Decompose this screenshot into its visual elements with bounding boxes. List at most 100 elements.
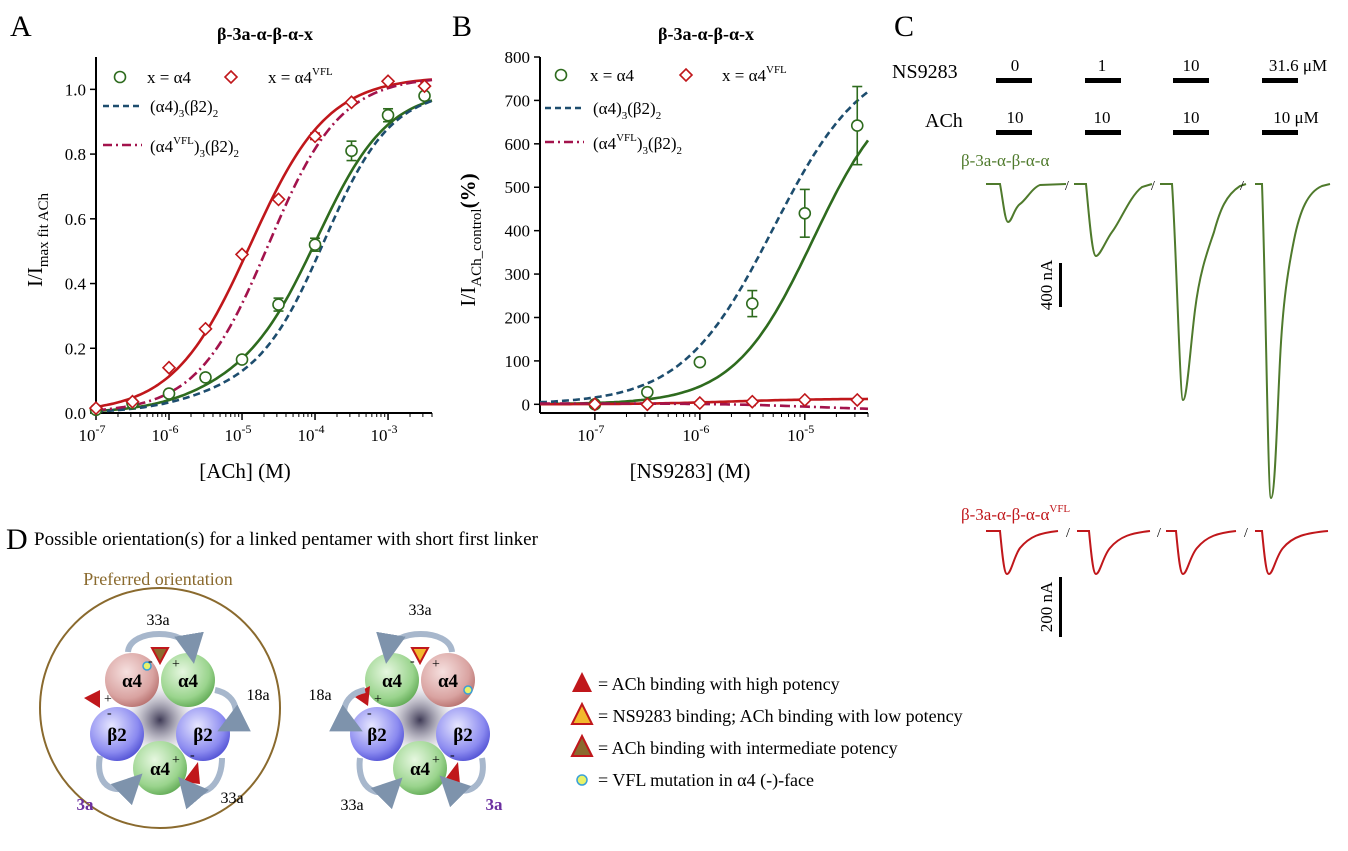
scale-bar-400na bbox=[1059, 263, 1062, 307]
subunit-label: α4 bbox=[122, 671, 143, 692]
linker-label: 33a bbox=[408, 602, 431, 619]
legend-a-x-a4: x = α4 bbox=[147, 68, 191, 87]
panel-a-legend: x = α4 x = α4VFL (α4)3(β2)2 (α4VFL)3(β2)… bbox=[103, 66, 333, 160]
panel-b-xlabel: [NS9283] (M) bbox=[630, 459, 751, 483]
subunit-b2-right-left bbox=[350, 707, 404, 761]
ns-value-0: 0 bbox=[1011, 56, 1020, 75]
panel-d-legend: = ACh binding with high potency = NS9283… bbox=[570, 672, 963, 791]
current-trace-wt bbox=[986, 183, 1331, 500]
subunit-label: β2 bbox=[453, 725, 473, 746]
panel-d-title: Possible orientation(s) for a linked pen… bbox=[34, 529, 539, 550]
subunit-a4-right-bottom bbox=[393, 741, 447, 795]
legend-d-item-1: = NS9283 binding; ACh binding with low p… bbox=[598, 706, 963, 726]
subunit-label: β2 bbox=[107, 725, 127, 746]
subunit-a4-left-bottom bbox=[133, 741, 187, 795]
panel-c-ach-label: ACh bbox=[925, 110, 963, 132]
legend-d-item-3: = VFL mutation in α4 (-)-face bbox=[598, 770, 814, 791]
data-point-diamond bbox=[797, 392, 812, 408]
ns-bar-2 bbox=[1173, 78, 1209, 83]
y-tick-label: 0.4 bbox=[65, 275, 87, 294]
linker-arrow-bottom-right bbox=[439, 757, 486, 808]
panel-a-title: β-3a-α-β-α-x bbox=[217, 24, 313, 44]
ach-value-2: 10 bbox=[1183, 108, 1200, 127]
linker-arrow-top bbox=[376, 631, 455, 664]
minus-sign: - bbox=[190, 748, 195, 763]
x-tick-label: 10-5 bbox=[225, 422, 252, 445]
data-point-diamond bbox=[88, 401, 104, 416]
data-point-diamond bbox=[234, 247, 250, 262]
panel-b-letter: B bbox=[452, 10, 472, 43]
data-point-diamond bbox=[271, 192, 286, 207]
panel-a: A β-3a-α-β-α-x 0.0 0.2 0.4 0.6 0.8 1.0 10-7 10-… bbox=[10, 10, 433, 483]
linker-arrow-bottom-left bbox=[96, 755, 143, 806]
data-point-circle bbox=[235, 353, 249, 366]
data-point-circle bbox=[308, 238, 322, 252]
x-tick-label: 10-6 bbox=[152, 422, 179, 445]
subunit-label: β2 bbox=[367, 725, 387, 746]
scale-bar-400na-label: 400 nA bbox=[1037, 259, 1056, 310]
subunit-b2-left-left bbox=[90, 707, 144, 761]
linker-label: 3a bbox=[77, 795, 95, 814]
data-point-diamond bbox=[198, 321, 213, 336]
data-point-circle bbox=[798, 206, 812, 220]
legend-d-item-0: = ACh binding with high potency bbox=[598, 674, 840, 694]
panel-a-letter: A bbox=[10, 10, 32, 43]
panel-c-letter: C bbox=[894, 10, 914, 43]
legend-a-x-a4vfl: x = α4VFL bbox=[268, 66, 333, 87]
y-tick-label: 0.2 bbox=[65, 339, 86, 358]
legend-b-dashdot-label: (α4VFL)3(β2)2 bbox=[593, 132, 682, 157]
current-trace-vfl bbox=[986, 530, 1329, 576]
subunit-b2-right-right bbox=[436, 707, 490, 761]
panel-b: B β-3a-α-β-α-x 0 100 200 300 400 500 600 700 800… bbox=[452, 10, 870, 483]
olive-triangle-icon bbox=[570, 733, 594, 757]
fit-curve bbox=[95, 78, 433, 412]
ns-bar-0 bbox=[996, 78, 1032, 83]
linker-label: 33a bbox=[146, 612, 169, 629]
plus-sign: + bbox=[432, 657, 440, 672]
legend-d-item-2: = ACh binding with intermediate potency bbox=[598, 738, 898, 758]
subunit-label: α4 bbox=[410, 759, 431, 780]
panel-b-title: β-3a-α-β-α-x bbox=[658, 24, 754, 44]
fit-curve bbox=[95, 99, 433, 413]
plus-sign: + bbox=[104, 692, 112, 707]
vfl-starburst-icon bbox=[142, 661, 152, 671]
break-mark-5: / bbox=[1157, 526, 1161, 541]
ns-bar-1 bbox=[1085, 78, 1121, 83]
panel-b-plot bbox=[539, 85, 870, 412]
legend-b-circle-marker bbox=[554, 68, 568, 82]
subunit-label: α4 bbox=[150, 759, 171, 780]
linker-label: 3a bbox=[486, 795, 504, 814]
ach-bar-2 bbox=[1173, 130, 1209, 135]
red-triangle-icon bbox=[572, 672, 592, 692]
x-tick-label: 10-7 bbox=[577, 422, 604, 445]
panel-a-axes: 0.0 0.2 0.4 0.6 0.8 1.0 10-7 10-6 10-5 10-4 10-3 bbox=[65, 57, 433, 445]
y-tick-label: 400 bbox=[505, 222, 531, 241]
scale-bar-200na-label: 200 nA bbox=[1037, 581, 1056, 632]
y-tick-label: 800 bbox=[505, 48, 531, 67]
break-mark-1: / bbox=[1065, 179, 1069, 194]
plus-sign: + bbox=[172, 753, 180, 768]
break-mark-2: / bbox=[1151, 179, 1155, 194]
subunit-label: α4 bbox=[178, 671, 199, 692]
legend-a-dashdot-label: (α4VFL)3(β2)2 bbox=[150, 135, 239, 160]
linker-label: 18a bbox=[246, 687, 269, 704]
data-point-circle bbox=[745, 297, 759, 310]
minus-sign: - bbox=[450, 748, 455, 763]
linker-label: 33a bbox=[340, 797, 363, 814]
plus-sign: + bbox=[432, 753, 440, 768]
minus-sign: - bbox=[367, 706, 372, 721]
red-triangle-site-left bbox=[352, 686, 370, 706]
linker-arrow-bottom-right bbox=[178, 757, 225, 810]
y-tick-label: 0 bbox=[522, 395, 531, 414]
ach-bar-0 bbox=[996, 130, 1032, 135]
y-tick-label: 100 bbox=[505, 352, 531, 371]
data-point-circle bbox=[850, 119, 864, 132]
data-point-diamond bbox=[344, 95, 359, 110]
data-point-circle bbox=[272, 298, 285, 311]
subunit-label: α4 bbox=[438, 671, 459, 692]
ns-value-3: 31.6 μM bbox=[1269, 56, 1327, 75]
vfl-starburst-icon bbox=[463, 685, 473, 695]
break-mark-4: / bbox=[1066, 526, 1070, 541]
plus-sign: + bbox=[172, 657, 180, 672]
legend-b-dash-label: (α4)3(β2)2 bbox=[593, 99, 661, 122]
